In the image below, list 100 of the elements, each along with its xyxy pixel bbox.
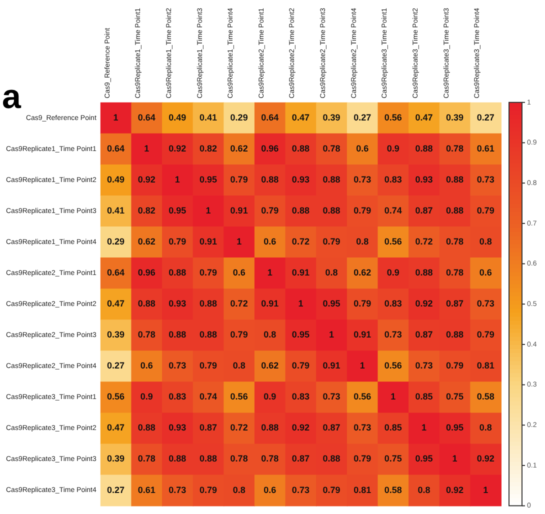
data-label: 0.82 — [138, 205, 156, 216]
data-label: 0.88 — [292, 143, 310, 154]
data-label: 0.72 — [230, 422, 248, 433]
data-label: 0.6 — [264, 236, 276, 247]
data-label: 0.88 — [138, 298, 156, 309]
data-label: 0.79 — [168, 236, 186, 247]
data-label: 0.81 — [476, 360, 494, 371]
data-label: 0.49 — [107, 174, 125, 184]
data-label: 0.79 — [230, 174, 248, 184]
text: a — [2, 78, 22, 116]
data-label: 0.91 — [354, 330, 372, 340]
data-label: 0.73 — [476, 174, 494, 184]
data-label: 0.78 — [138, 330, 156, 340]
data-label: 0.88 — [322, 174, 340, 184]
data-label: 0.78 — [138, 454, 156, 464]
data-label: 0.49 — [168, 112, 186, 122]
data-label: 0.8 — [479, 236, 492, 247]
data-label: 0.87 — [292, 454, 310, 464]
data-label: 0.88 — [261, 174, 279, 184]
data-label: 0.79 — [199, 268, 218, 278]
data-label: 0.79 — [446, 360, 464, 371]
data-label: 0.95 — [415, 454, 433, 464]
data-label: 0.56 — [384, 236, 402, 247]
data-label: 0.88 — [322, 205, 340, 216]
data-label: 0.74 — [384, 205, 402, 216]
data-label: 0.91 — [292, 268, 310, 278]
data-label: 0.8 — [264, 330, 276, 340]
data-label: 0.79 — [322, 236, 340, 247]
data-label: 0.95 — [292, 330, 310, 340]
data-label: 0.88 — [415, 143, 433, 154]
data-label: 0.88 — [138, 422, 156, 433]
data-label: 0.79 — [354, 205, 372, 216]
data-label: 0.6 — [232, 268, 246, 278]
data-label: 0.8 — [479, 422, 492, 433]
data-label: 0.88 — [168, 268, 186, 278]
data-label: 0.85 — [384, 422, 402, 433]
data-label: 0.79 — [322, 484, 340, 495]
data-label: 0.88 — [446, 174, 464, 184]
data-label: 0.61 — [476, 143, 494, 154]
data-label: 0.47 — [107, 422, 125, 433]
data-label: 0.88 — [292, 205, 310, 216]
data-label: 0.73 — [322, 392, 340, 402]
data-label: 0.62 — [138, 236, 156, 247]
data-label: 0.78 — [446, 143, 464, 154]
data-label: 0.8 — [418, 484, 430, 495]
data-label: 0.78 — [322, 143, 340, 154]
data-label: 0.82 — [199, 143, 218, 154]
data-label: 0.93 — [168, 422, 186, 433]
data-label: 0.73 — [168, 484, 186, 495]
data-label: 0.47 — [415, 112, 433, 122]
data-label: 1 — [174, 174, 180, 184]
data-label: 0.75 — [446, 392, 464, 402]
data-label: 0.9 — [264, 392, 276, 402]
data-label: 0.83 — [384, 298, 402, 309]
data-label: 0.6 — [140, 360, 153, 371]
data-label: 0.91 — [230, 205, 248, 216]
data-label: 0.73 — [354, 422, 372, 433]
data-label: 0.56 — [354, 392, 372, 402]
data-label: 0.91 — [261, 298, 279, 309]
data-label: 0.39 — [107, 454, 125, 464]
data-label: 0.88 — [168, 454, 186, 464]
data-label: 1 — [206, 205, 211, 216]
data-label: 0.79 — [261, 205, 279, 216]
data-label: 0.93 — [168, 298, 186, 309]
data-label: 0.62 — [261, 360, 279, 371]
data-label: 0.96 — [138, 268, 156, 278]
data-label: 0.73 — [292, 484, 310, 495]
data-label: 0.88 — [322, 454, 340, 464]
data-label: 0.27 — [107, 360, 125, 371]
data-label: 1 — [390, 392, 396, 402]
data-label: 0.29 — [107, 236, 125, 247]
data-label: 0.73 — [476, 298, 494, 309]
data-label: 0.83 — [384, 174, 402, 184]
data-label: 0.78 — [446, 268, 464, 278]
data-label: 0.72 — [292, 236, 310, 247]
data-label: 0.56 — [107, 392, 125, 402]
data-label: 0.87 — [446, 298, 464, 309]
data-label: 0.56 — [384, 112, 402, 122]
data-label: 0.75 — [384, 454, 402, 464]
data-label: 0.88 — [199, 330, 218, 340]
data-label: 0.64 — [138, 112, 156, 122]
data-label: 0.8 — [232, 484, 246, 495]
data-label: 0.88 — [446, 330, 464, 340]
data-label: 0.79 — [199, 484, 218, 495]
data-label: 0.79 — [199, 360, 218, 371]
data-label: 0.64 — [107, 143, 125, 154]
data-label: 0.73 — [354, 174, 372, 184]
data-label: 0.88 — [168, 330, 186, 340]
data-label: 1 — [421, 422, 426, 433]
data-label: 0.92 — [138, 174, 156, 184]
data-label: 0.6 — [479, 268, 492, 278]
data-label: 0.87 — [415, 205, 433, 216]
data-label: 0.92 — [415, 298, 433, 309]
data-label: 0.56 — [384, 360, 402, 371]
data-label: 0.6 — [356, 143, 369, 154]
data-label: 0.27 — [107, 484, 125, 495]
data-label: 0.79 — [476, 330, 494, 340]
data-label: 0.47 — [292, 112, 310, 122]
data-label: 0.62 — [230, 143, 248, 154]
data-label: 0.72 — [415, 236, 433, 247]
